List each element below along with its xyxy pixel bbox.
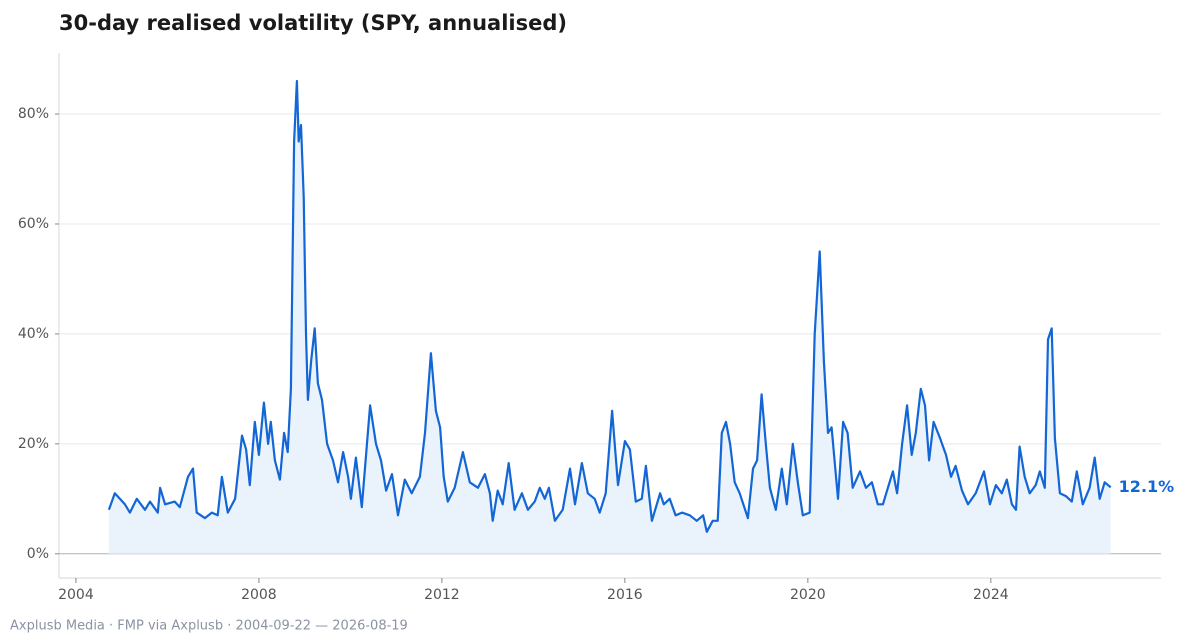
x-tick-label: 2016 [607,587,643,603]
area [108,81,1111,554]
y-tick-label: 60% [18,216,49,232]
x-tick-label: 2008 [241,587,277,603]
x-tick-label: 2024 [973,587,1009,603]
line [107,79,1112,533]
y-tick-label: 0% [27,546,49,562]
chart-title: 30-day realised volatility (SPY, annuali… [59,11,567,35]
source-note: Axplusb Media · FMP via Axplusb · 2004-0… [10,619,408,634]
y-tick-label: 40% [18,326,49,342]
y-tick-label: 20% [18,436,49,452]
x-tick-label: 2020 [790,587,826,603]
x-tick-label: 2012 [424,587,460,603]
y-tick-label: 80% [18,106,49,122]
x-tick-label: 2004 [58,587,94,603]
last-value-label: 12.1% [1119,477,1175,496]
